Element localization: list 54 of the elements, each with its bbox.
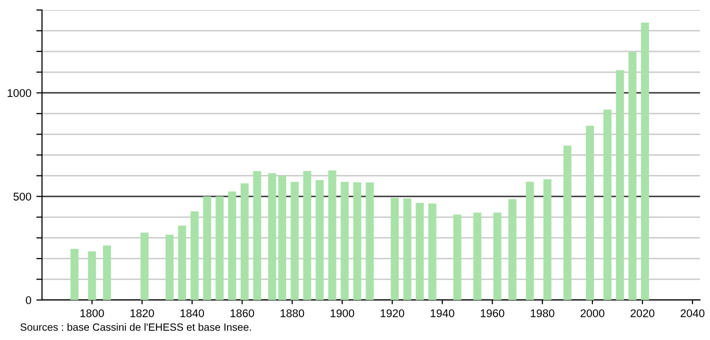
bar xyxy=(508,199,516,300)
bar xyxy=(428,203,436,300)
bar xyxy=(453,214,462,300)
x-tick-label: 1980 xyxy=(530,309,554,318)
bar xyxy=(203,196,212,300)
bar xyxy=(166,234,174,300)
bar xyxy=(178,226,186,300)
bar xyxy=(586,126,594,300)
x-tick-label: 1960 xyxy=(480,309,504,318)
bar xyxy=(416,202,424,300)
bar xyxy=(290,182,299,300)
bar xyxy=(603,110,612,300)
x-tick-label: 1800 xyxy=(80,309,104,318)
bar xyxy=(390,198,399,300)
bar xyxy=(88,251,96,300)
bar xyxy=(303,170,312,300)
bar xyxy=(140,232,149,300)
bar xyxy=(268,173,276,300)
source-note: Sources : base Cassini de l'EHESS et base Insee. xyxy=(20,323,251,331)
bar xyxy=(403,198,412,300)
y-tick-label: 1000 xyxy=(8,89,32,97)
bar xyxy=(526,182,534,300)
y-tick-label: 500 xyxy=(13,192,32,201)
bar xyxy=(473,212,482,300)
x-tick-label: 1880 xyxy=(280,309,304,318)
x-tick-label: 1860 xyxy=(230,309,254,318)
bar xyxy=(353,182,362,300)
bar xyxy=(70,248,79,300)
bar xyxy=(190,211,199,300)
bar xyxy=(340,182,349,300)
bar xyxy=(366,182,374,300)
bar xyxy=(628,52,636,300)
bar xyxy=(316,180,324,300)
bar xyxy=(216,196,224,300)
bar xyxy=(563,146,572,300)
bar xyxy=(253,171,262,300)
x-tick-label: 1940 xyxy=(430,309,454,318)
x-tick-label: 2040 xyxy=(680,309,704,318)
y-tick-label: 0 xyxy=(26,296,32,304)
bar xyxy=(493,212,502,300)
bar xyxy=(240,183,249,300)
x-tick-label: 2000 xyxy=(580,309,604,318)
x-tick-label: 1920 xyxy=(380,309,404,318)
bar xyxy=(328,170,336,300)
bar xyxy=(640,22,649,300)
x-tick-label: 1820 xyxy=(130,309,154,318)
bar xyxy=(103,246,112,300)
x-tick-label: 1900 xyxy=(330,309,354,318)
x-tick-label: 2020 xyxy=(630,309,654,318)
bar xyxy=(616,70,624,300)
x-tick-label: 1840 xyxy=(180,309,204,318)
bar xyxy=(228,191,236,300)
bar xyxy=(278,176,286,300)
bar xyxy=(543,179,552,300)
